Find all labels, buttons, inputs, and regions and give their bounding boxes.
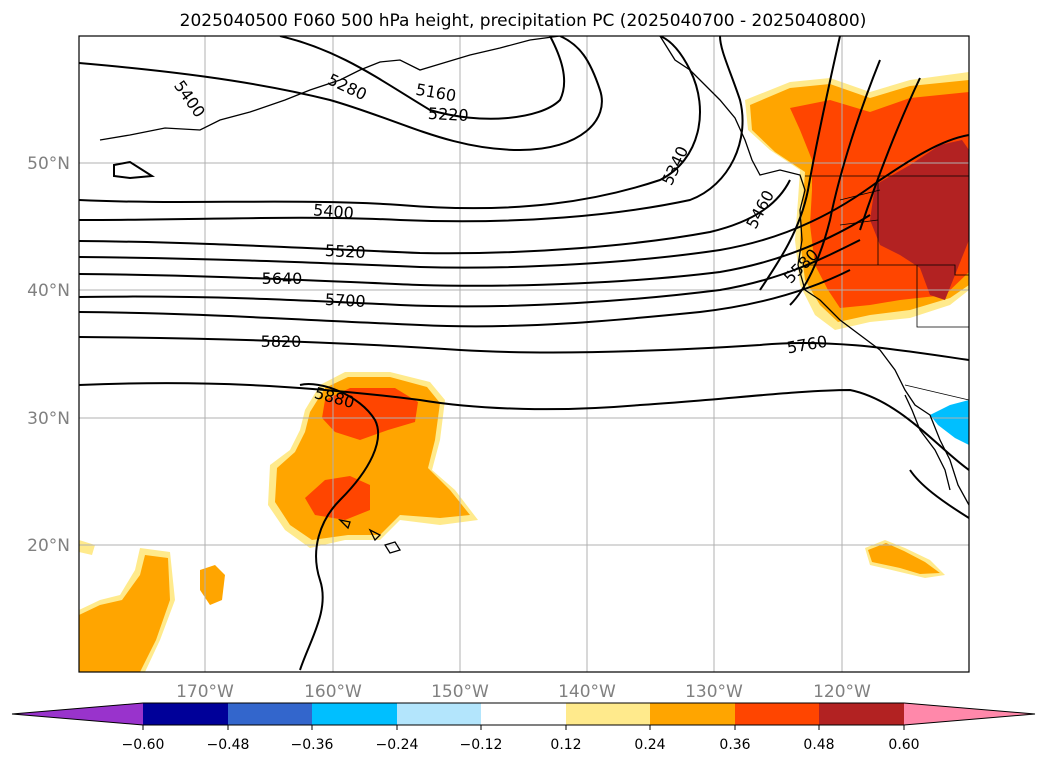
colorbar-tick-label: −0.24	[376, 737, 419, 753]
political-borders	[805, 175, 969, 401]
contour-label: 5820	[261, 332, 302, 351]
lon-tick-label: 150°W	[431, 682, 489, 702]
colorbar-swatch	[481, 703, 566, 725]
contour-label: 5400	[312, 200, 354, 222]
colorbar-swatch	[819, 703, 904, 725]
graticule	[79, 36, 969, 672]
lon-tick-label: 140°W	[558, 682, 616, 702]
colorbar-tick-label: 0.60	[888, 737, 919, 753]
contour-label: 5220	[427, 104, 469, 125]
colorbar-swatch	[735, 703, 819, 725]
lon-tick-label: 160°W	[304, 682, 362, 702]
colorbar-extend-right	[904, 703, 1035, 725]
colorbar-tick-label: 0.36	[719, 737, 750, 753]
colorbar-tick-label: −0.60	[122, 737, 165, 753]
colorbar: −0.60 −0.48 −0.36 −0.24 −0.12 0.12 0.24 …	[11, 702, 1036, 753]
colorbar-tick-label: −0.48	[207, 737, 250, 753]
lon-tick-label: 120°W	[813, 682, 871, 702]
height-contours	[79, 36, 969, 671]
map-area: 5400 5280 5160 5220 5340 5460 5400 5520 …	[79, 36, 969, 672]
colorbar-swatch	[143, 703, 228, 725]
colorbar-tick-label: −0.36	[291, 737, 334, 753]
colorbar-swatch	[228, 703, 312, 725]
lat-tick-label: 20°N	[27, 536, 70, 556]
map-frame	[78, 35, 970, 673]
contour-label: 5520	[324, 241, 366, 262]
lon-tick-label: 130°W	[685, 682, 743, 702]
precip-shading-west-us	[745, 72, 969, 330]
colorbar-ticks	[142, 725, 905, 730]
latitude-tick-labels: 50°N 40°N 30°N 20°N	[27, 154, 70, 556]
lon-tick-label: 170°W	[176, 682, 234, 702]
colorbar-extend-left	[12, 703, 143, 725]
lat-tick-label: 50°N	[27, 154, 70, 174]
colorbar-tick-label: 0.48	[803, 737, 834, 753]
colorbar-swatch	[650, 703, 735, 725]
precip-shading-tropics	[79, 400, 969, 672]
colorbar-tick-label: 0.12	[550, 737, 581, 753]
contour-label: 5640	[262, 269, 303, 288]
colorbar-tick-label: 0.24	[634, 737, 665, 753]
colorbar-swatch	[397, 703, 481, 725]
longitude-tick-labels: 170°W 160°W 150°W 140°W 130°W 120°W	[176, 682, 871, 702]
lat-tick-label: 40°N	[27, 281, 70, 301]
colorbar-swatch	[566, 703, 650, 725]
colorbar-tick-label: −0.12	[460, 737, 503, 753]
figure-title: 2025040500 F060 500 hPa height, precipit…	[180, 11, 867, 31]
contour-label: 5700	[324, 290, 366, 311]
colorbar-swatch	[312, 703, 397, 725]
lat-tick-label: 30°N	[27, 409, 70, 429]
